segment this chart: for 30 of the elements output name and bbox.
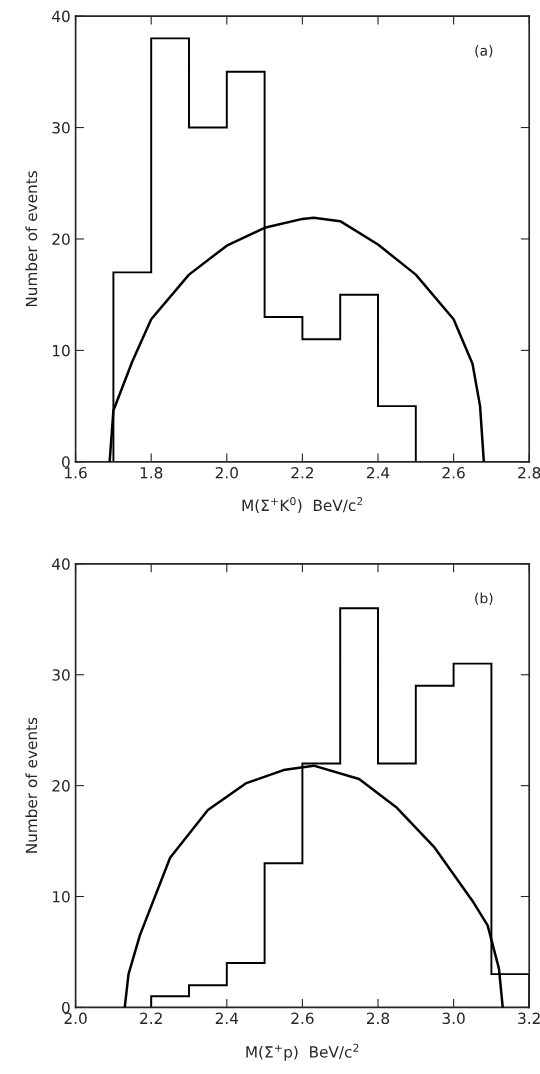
x-tick-label: 2.6 <box>442 466 465 479</box>
y-axis-title: Number of events <box>25 717 38 853</box>
y-tick-label: 0 <box>62 1001 70 1014</box>
x-tick-label: 3.0 <box>442 1012 465 1025</box>
annotation: (b) <box>475 592 493 605</box>
y-tick-label: 40 <box>52 558 70 570</box>
y-axis-title: Number of events <box>25 171 38 307</box>
x-axis-title: M(Σ$^{+}$p) BeV/c$^{2}$ <box>246 1043 359 1061</box>
y-tick-label: 20 <box>52 780 70 792</box>
annotation: (a) <box>475 45 493 58</box>
y-tick-label: 20 <box>52 233 70 245</box>
x-tick-label: 2.8 <box>518 466 540 479</box>
x-tick-label: 2.4 <box>215 1012 239 1024</box>
x-axis-title: M(Σ$^{+}$K$^{0}$) BeV/c$^{2}$ <box>242 497 363 513</box>
x-tick-label: 1.6 <box>65 466 87 479</box>
x-tick-label: 2.0 <box>215 466 238 479</box>
y-tick-label: 10 <box>52 344 70 357</box>
x-tick-label: 3.2 <box>518 1012 540 1025</box>
x-tick-label: 2.4 <box>366 466 390 479</box>
x-tick-label: 2.0 <box>64 1012 87 1025</box>
x-tick-label: 2.2 <box>140 1012 162 1024</box>
y-tick-label: 10 <box>52 890 70 903</box>
x-tick-label: 1.8 <box>140 466 163 479</box>
x-tick-label: 2.2 <box>291 466 314 479</box>
y-tick-label: 0 <box>62 456 70 468</box>
y-tick-label: 40 <box>52 10 70 23</box>
x-tick-label: 2.8 <box>366 1012 390 1025</box>
y-tick-label: 30 <box>52 122 70 134</box>
y-tick-label: 30 <box>52 669 70 681</box>
x-tick-label: 2.6 <box>291 1012 314 1025</box>
